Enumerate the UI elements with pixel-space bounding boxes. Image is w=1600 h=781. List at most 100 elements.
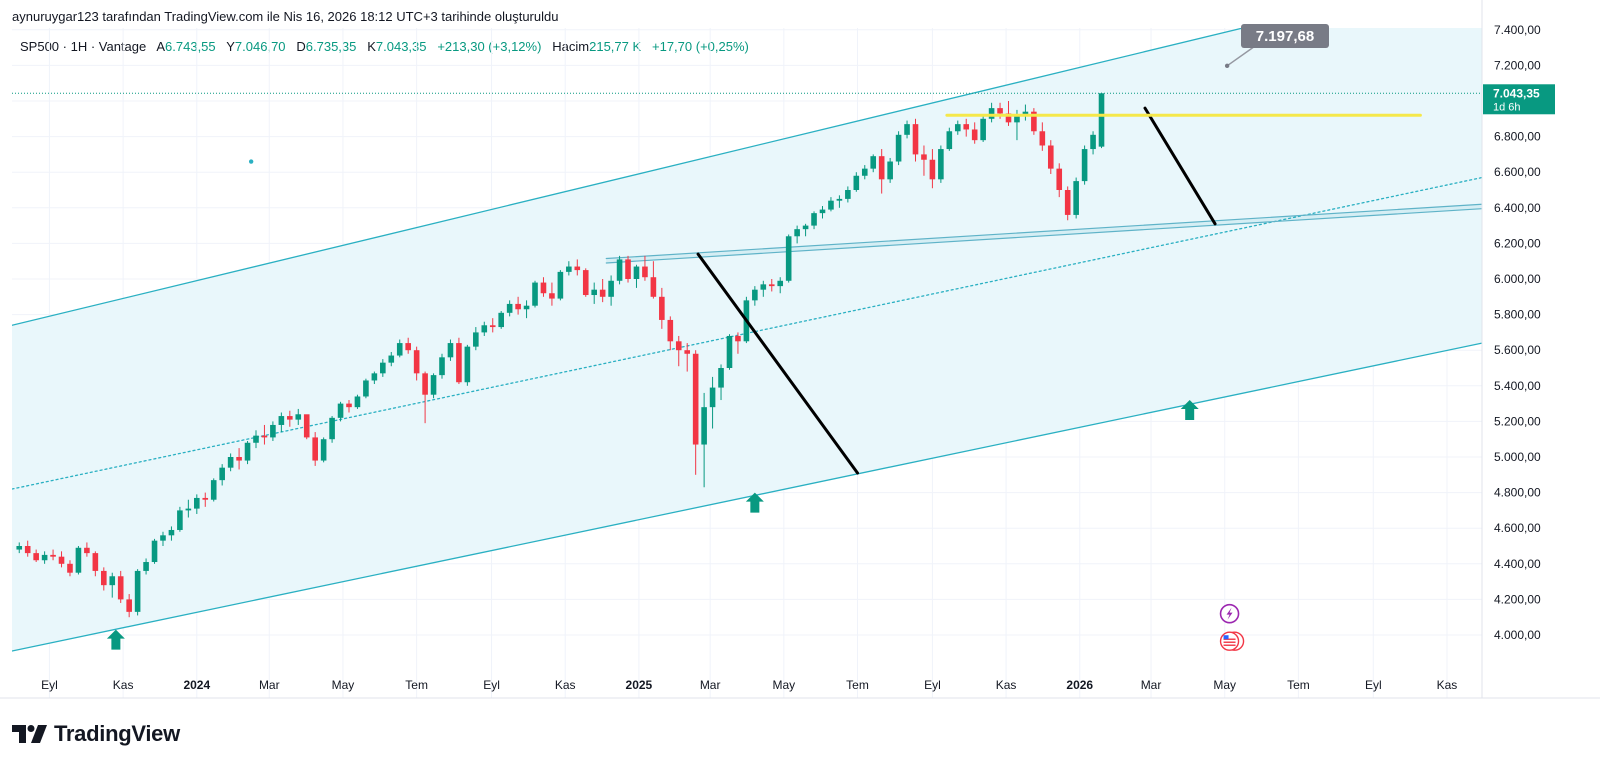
candle[interactable] bbox=[151, 538, 158, 564]
candle[interactable] bbox=[515, 296, 521, 315]
candle[interactable] bbox=[1047, 140, 1054, 174]
candle[interactable] bbox=[861, 165, 868, 180]
candle[interactable] bbox=[185, 499, 192, 518]
candle[interactable] bbox=[768, 279, 775, 292]
us-flag-icon[interactable] bbox=[1219, 631, 1240, 651]
candle[interactable] bbox=[574, 259, 581, 276]
candle[interactable] bbox=[760, 280, 767, 297]
candle[interactable] bbox=[160, 531, 166, 546]
candle[interactable] bbox=[396, 339, 403, 358]
candle[interactable] bbox=[1056, 163, 1063, 198]
candle[interactable] bbox=[168, 526, 175, 541]
candle[interactable] bbox=[904, 120, 910, 139]
candle[interactable] bbox=[887, 157, 893, 183]
candle[interactable] bbox=[650, 261, 657, 299]
candle[interactable] bbox=[1064, 186, 1071, 221]
candle[interactable] bbox=[1005, 101, 1012, 126]
candle[interactable] bbox=[388, 351, 395, 367]
candle[interactable] bbox=[540, 277, 547, 297]
candle[interactable] bbox=[633, 264, 640, 288]
candle[interactable] bbox=[532, 280, 538, 308]
candle[interactable] bbox=[1090, 131, 1096, 155]
tradingview-brand[interactable]: TradingView bbox=[12, 720, 180, 748]
candle[interactable] bbox=[853, 172, 860, 192]
candle[interactable] bbox=[692, 350, 699, 475]
candle[interactable] bbox=[971, 122, 978, 144]
candle[interactable] bbox=[819, 206, 826, 219]
candle[interactable] bbox=[210, 478, 217, 502]
candle[interactable] bbox=[219, 464, 225, 486]
candle[interactable] bbox=[430, 373, 437, 399]
legend-symbol[interactable]: SP500 · 1H · Vantage bbox=[20, 39, 147, 54]
candle[interactable] bbox=[701, 392, 707, 488]
candle[interactable] bbox=[870, 154, 877, 173]
candle[interactable] bbox=[608, 275, 614, 306]
trendline-channel-upper[interactable] bbox=[12, 26, 1250, 326]
candle[interactable] bbox=[566, 261, 572, 276]
point-marker[interactable] bbox=[248, 159, 254, 164]
candle[interactable] bbox=[735, 332, 741, 354]
candle[interactable] bbox=[363, 378, 369, 399]
candle[interactable] bbox=[380, 359, 386, 377]
candle[interactable] bbox=[16, 542, 23, 554]
candle[interactable] bbox=[481, 321, 488, 336]
candle[interactable] bbox=[752, 286, 758, 306]
candle[interactable] bbox=[447, 339, 454, 361]
candle[interactable] bbox=[177, 506, 183, 532]
candle[interactable] bbox=[794, 225, 800, 244]
candle[interactable] bbox=[1098, 92, 1105, 149]
candle[interactable] bbox=[413, 346, 420, 381]
candle[interactable] bbox=[320, 437, 327, 463]
candle[interactable] bbox=[726, 334, 733, 370]
candle[interactable] bbox=[988, 102, 995, 123]
candle[interactable] bbox=[244, 440, 251, 465]
candle[interactable] bbox=[718, 364, 724, 401]
candle[interactable] bbox=[878, 149, 885, 194]
candle[interactable] bbox=[337, 401, 344, 422]
candle[interactable] bbox=[895, 131, 902, 166]
target-callout-box[interactable] bbox=[1241, 24, 1329, 48]
trendline-downtrend-2026[interactable] bbox=[1143, 106, 1217, 226]
candle[interactable] bbox=[405, 337, 411, 354]
candle[interactable] bbox=[642, 255, 648, 281]
candle[interactable] bbox=[599, 279, 606, 303]
candle[interactable] bbox=[287, 410, 293, 427]
candle[interactable] bbox=[549, 282, 555, 306]
candle[interactable] bbox=[1031, 108, 1037, 135]
candle[interactable] bbox=[684, 343, 691, 372]
candle[interactable] bbox=[582, 268, 589, 297]
candle[interactable] bbox=[312, 432, 318, 466]
candle[interactable] bbox=[143, 558, 149, 575]
candle[interactable] bbox=[523, 300, 530, 319]
candle[interactable] bbox=[295, 408, 302, 425]
candle[interactable] bbox=[270, 421, 276, 441]
candle[interactable] bbox=[709, 376, 716, 429]
candle[interactable] bbox=[938, 145, 944, 183]
candle[interactable] bbox=[802, 223, 809, 237]
candle[interactable] bbox=[422, 371, 428, 424]
up-arrow-marker[interactable] bbox=[1180, 400, 1199, 421]
candle[interactable] bbox=[591, 282, 598, 304]
candle[interactable] bbox=[963, 118, 970, 137]
candle[interactable] bbox=[346, 400, 352, 413]
candle[interactable] bbox=[667, 316, 674, 351]
candle[interactable] bbox=[929, 149, 936, 189]
trendline-support-upper[interactable] bbox=[605, 203, 1482, 260]
candle[interactable] bbox=[117, 570, 124, 603]
candle[interactable] bbox=[24, 540, 31, 557]
candle[interactable] bbox=[227, 453, 234, 472]
trendline-downtrend-2025[interactable] bbox=[696, 252, 860, 475]
candle[interactable] bbox=[946, 127, 953, 151]
candle[interactable] bbox=[1073, 177, 1079, 219]
candle[interactable] bbox=[557, 270, 564, 301]
trendline-support-lower[interactable] bbox=[605, 208, 1482, 264]
candle[interactable] bbox=[67, 560, 73, 577]
candle[interactable] bbox=[1039, 122, 1046, 151]
candle[interactable] bbox=[828, 197, 834, 212]
candle[interactable] bbox=[439, 353, 445, 379]
candle[interactable] bbox=[473, 327, 479, 351]
candle[interactable] bbox=[616, 255, 623, 285]
candle[interactable] bbox=[371, 371, 378, 385]
candle[interactable] bbox=[202, 492, 209, 507]
candle[interactable] bbox=[134, 569, 141, 616]
